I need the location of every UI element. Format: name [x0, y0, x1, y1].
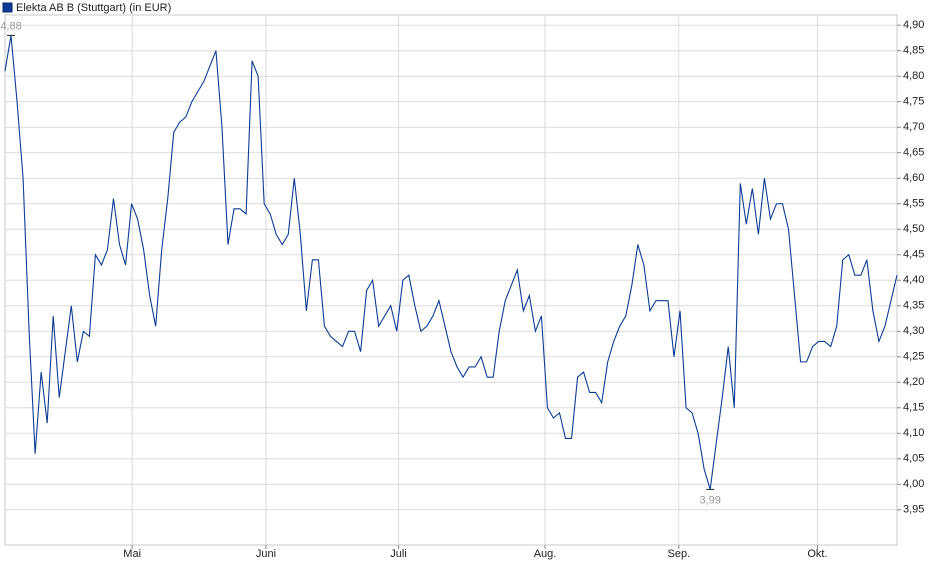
y-tick-label: 4,85: [903, 45, 924, 57]
y-tick-label: 4,45: [903, 249, 924, 261]
x-tick-label: Aug.: [534, 548, 557, 560]
x-tick-label: Sep.: [668, 548, 691, 560]
y-tick-label: 4,10: [903, 427, 924, 439]
price-line: [4, 35, 898, 490]
legend-label: Elekta AB B (Stuttgart) (in EUR): [16, 2, 171, 14]
y-tick-label: 4,55: [903, 198, 924, 210]
y-tick-label: 4,40: [903, 274, 924, 286]
y-tick-label: 3,95: [903, 504, 924, 516]
y-tick-label: 4,70: [903, 121, 924, 133]
y-tick-label: 4,75: [903, 96, 924, 108]
x-tick-label: Mai: [123, 548, 141, 560]
y-tick-label: 4,25: [903, 351, 924, 363]
y-tick-label: 4,50: [903, 223, 924, 235]
y-tick-label: 4,35: [903, 300, 924, 312]
x-tick-label: Juni: [256, 548, 276, 560]
y-tick-label: 4,05: [903, 453, 924, 465]
extreme-label: 4,88: [0, 20, 21, 32]
x-tick-label: Juli: [390, 548, 407, 560]
y-tick-label: 4,80: [903, 70, 924, 82]
y-tick-label: 4,20: [903, 376, 924, 388]
y-tick-label: 4,60: [903, 172, 924, 184]
legend-swatch: [2, 2, 13, 13]
y-tick-label: 4,00: [903, 478, 924, 490]
x-tick-label: Okt.: [807, 548, 827, 560]
y-tick-label: 4,15: [903, 402, 924, 414]
y-tick-label: 4,90: [903, 19, 924, 31]
y-tick-label: 4,65: [903, 147, 924, 159]
extreme-label: 3,99: [699, 494, 720, 506]
y-tick-label: 4,30: [903, 325, 924, 337]
